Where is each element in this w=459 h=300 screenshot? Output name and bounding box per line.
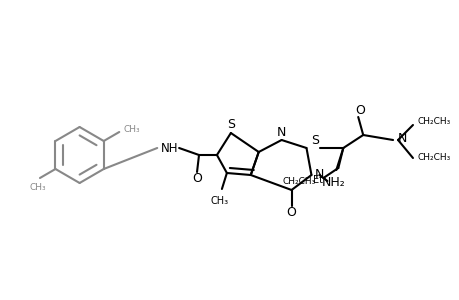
Text: CH₃: CH₃	[210, 196, 229, 206]
Text: CH₂CH₃: CH₂CH₃	[417, 154, 450, 163]
Text: S: S	[311, 134, 319, 146]
Text: NH₂: NH₂	[321, 176, 345, 190]
Text: N: N	[397, 133, 407, 146]
Text: N: N	[314, 169, 324, 182]
Text: O: O	[192, 172, 202, 185]
Text: CH₂CH₃: CH₂CH₃	[417, 118, 450, 127]
Text: CH₃: CH₃	[123, 125, 140, 134]
Text: S: S	[226, 118, 235, 130]
Text: Et: Et	[313, 175, 323, 185]
Text: O: O	[354, 103, 364, 116]
Text: O: O	[286, 206, 296, 220]
Text: CH₂CH₃: CH₂CH₃	[281, 178, 315, 187]
Text: CH₃: CH₃	[29, 183, 46, 192]
Text: N: N	[276, 125, 285, 139]
Text: NH: NH	[160, 142, 178, 154]
